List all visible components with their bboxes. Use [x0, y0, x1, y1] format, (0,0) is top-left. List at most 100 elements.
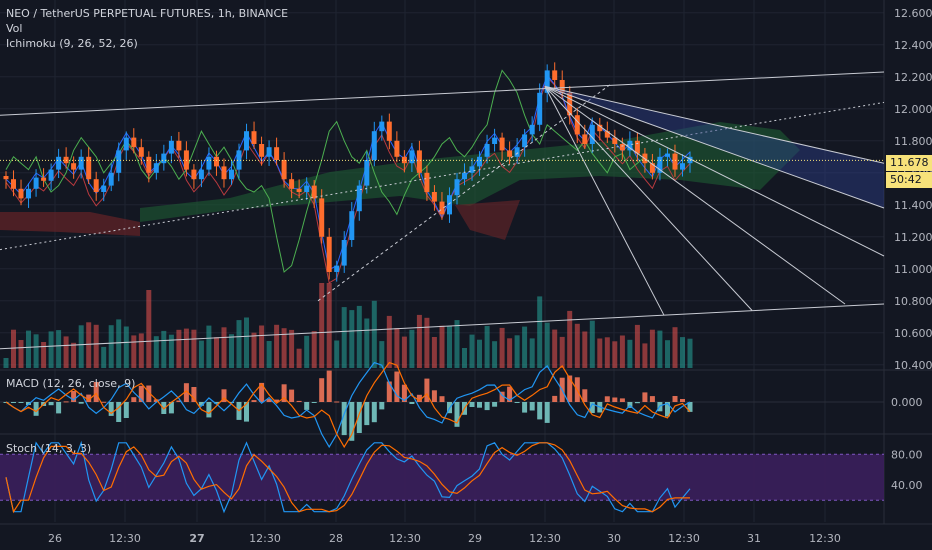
- volume-bar: [484, 326, 490, 368]
- volume-bar: [176, 329, 182, 368]
- candle-body: [507, 150, 513, 157]
- macd-tick-label: 0.000: [891, 396, 923, 409]
- stoch-tick-label: 80.00: [891, 448, 923, 461]
- candle-body: [161, 153, 167, 164]
- candle-body: [259, 144, 265, 157]
- macd-histogram-bar: [123, 402, 129, 418]
- volume-bar: [251, 332, 257, 368]
- volume-bar: [48, 331, 54, 368]
- volume-bar: [657, 330, 663, 368]
- stoch-indicator-label[interactable]: Stoch (14, 3, 3): [6, 442, 92, 455]
- price-tick-label: 12.400: [894, 39, 932, 52]
- candle-body: [349, 211, 355, 240]
- price-tick-label: 10.600: [894, 327, 932, 340]
- candle-body: [3, 176, 9, 180]
- macd-histogram-bar: [108, 402, 114, 416]
- volume-bar: [401, 336, 407, 368]
- volume-bar: [537, 296, 543, 368]
- candle-body: [431, 192, 437, 202]
- vol-indicator-label[interactable]: Vol: [6, 22, 23, 35]
- volume-bar: [567, 310, 573, 368]
- candle-body: [394, 140, 400, 157]
- ichimoku-indicator-label[interactable]: Ichimoku (9, 26, 52, 26): [6, 37, 138, 50]
- volume-bar: [71, 342, 77, 368]
- fan-line: [544, 85, 885, 164]
- time-tick-label: 28: [329, 532, 343, 545]
- price-tick-label: 10.400: [894, 359, 932, 372]
- macd-histogram-bar: [386, 381, 392, 402]
- candle-body: [484, 144, 490, 157]
- macd-histogram-bar: [537, 402, 543, 420]
- candle-body: [334, 265, 340, 272]
- volume-bar: [116, 319, 122, 368]
- volume-bar: [341, 307, 347, 368]
- volume-bar: [146, 290, 152, 368]
- candle-body: [634, 140, 640, 154]
- macd-histogram-bar: [93, 382, 99, 402]
- volume-bar: [349, 310, 355, 368]
- volume-bar: [386, 315, 392, 368]
- time-tick-label: 29: [468, 532, 482, 545]
- volume-bar: [206, 325, 212, 368]
- macd-histogram-bar: [401, 384, 407, 402]
- volume-bar: [41, 342, 47, 368]
- macd-indicator-label[interactable]: MACD (12, 26, close, 9): [6, 377, 136, 390]
- volume-bar: [424, 317, 430, 368]
- time-tick-label: 12:30: [668, 532, 700, 545]
- volume-bar: [529, 338, 535, 368]
- volume-bar: [514, 335, 520, 368]
- volume-bar: [221, 327, 227, 368]
- macd-histogram-bar: [101, 401, 107, 403]
- macd-histogram-bar: [168, 402, 174, 414]
- last-price-tag: 11.678: [886, 155, 932, 171]
- volume-bar: [289, 329, 295, 368]
- macd-histogram-bar: [356, 402, 362, 433]
- candle-body: [326, 236, 332, 272]
- volume-bar: [56, 330, 62, 368]
- candle-body: [86, 156, 92, 180]
- macd-histogram-bar: [341, 402, 347, 436]
- candle-body: [597, 124, 603, 132]
- macd-histogram-bar: [56, 402, 62, 414]
- candle-body: [447, 195, 452, 215]
- macd-histogram-bar: [499, 391, 505, 402]
- macd-histogram-bar: [206, 402, 212, 418]
- candle-body: [168, 140, 174, 154]
- candle-body: [56, 156, 62, 170]
- volume-bar: [86, 322, 92, 368]
- candle-body: [108, 172, 114, 186]
- candle-body: [78, 156, 84, 170]
- macd-histogram-bar: [604, 396, 610, 402]
- channel-top-line: [0, 71, 885, 116]
- candle-body: [604, 131, 610, 138]
- macd-histogram-bar: [259, 382, 265, 402]
- candle-body: [680, 163, 685, 170]
- macd-histogram-bar: [687, 402, 693, 412]
- candle-body: [93, 179, 99, 192]
- volume-bar: [11, 329, 16, 368]
- candle-body: [153, 163, 159, 173]
- candle-body: [319, 198, 325, 237]
- candle-body: [214, 156, 219, 167]
- candle-body: [176, 140, 182, 151]
- dotted-trend-line: [0, 101, 885, 251]
- candle-body: [311, 185, 317, 199]
- candle-body: [499, 137, 505, 151]
- price-tick-label: 11.400: [894, 199, 932, 212]
- candle-body: [48, 169, 54, 181]
- macd-histogram-bar: [63, 401, 69, 403]
- candle-body: [477, 156, 482, 167]
- volume-bar: [326, 283, 332, 368]
- time-tick-label: 12:30: [109, 532, 141, 545]
- macd-histogram-bar: [319, 378, 325, 402]
- macd-histogram-bar: [409, 402, 415, 404]
- time-tick-label: 27: [189, 532, 204, 545]
- volume-bar: [680, 337, 685, 368]
- candle-body: [198, 169, 204, 180]
- volume-bar: [101, 346, 107, 368]
- macd-histogram-bar: [176, 400, 182, 402]
- candle-body: [439, 201, 445, 215]
- candle-body: [379, 121, 385, 132]
- volume-bar: [612, 341, 618, 368]
